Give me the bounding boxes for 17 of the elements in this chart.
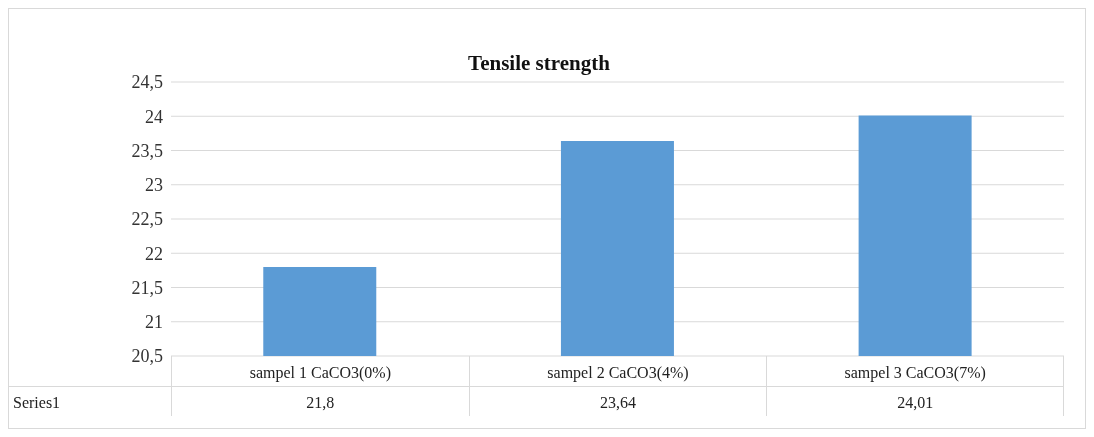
data-label: 23,64 xyxy=(468,386,767,416)
y-tick-label: 22 xyxy=(145,243,163,264)
y-tick-label: 21 xyxy=(145,312,163,333)
chart-title: Tensile strength xyxy=(468,51,610,75)
x-tick-label: sampel 1 CaCO3(0%) xyxy=(171,356,469,386)
data-label: 24,01 xyxy=(766,386,1064,416)
y-tick-label: 20,5 xyxy=(131,346,163,367)
data-label: 21,8 xyxy=(171,386,469,416)
x-tick-label: sampel 2 CaCO3(4%) xyxy=(468,356,767,386)
x-tick-label: sampel 3 CaCO3(7%) xyxy=(766,356,1064,386)
y-tick-label: 21,5 xyxy=(131,277,163,298)
text: Series1 xyxy=(9,386,171,416)
y-tick-label: 22,5 xyxy=(131,209,163,230)
y-tick-label: 23 xyxy=(145,175,163,196)
y-tick-label: 23,5 xyxy=(131,140,163,161)
y-tick-label: 24 xyxy=(145,106,163,127)
y-tick-label: 24,5 xyxy=(131,72,163,93)
